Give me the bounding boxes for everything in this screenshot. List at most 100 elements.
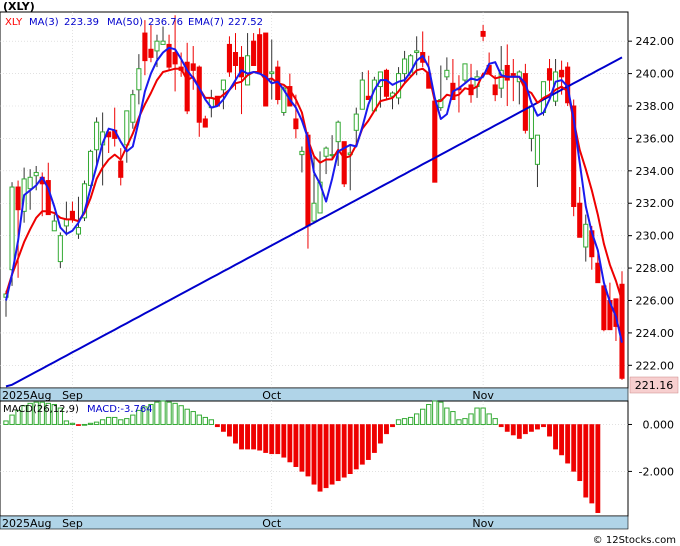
macd-bar bbox=[353, 424, 359, 470]
candle-body bbox=[69, 210, 75, 220]
date-label: Nov bbox=[472, 517, 494, 530]
macd-bar bbox=[413, 413, 420, 425]
macd-month-gridlines bbox=[72, 401, 484, 516]
macd-bar bbox=[227, 424, 232, 437]
macd-bar bbox=[305, 424, 311, 477]
price-panel: 242.00 240.00 238.00 236.00 234.00 232.00 230.… bbox=[0, 0, 679, 394]
candle bbox=[148, 24, 154, 63]
legend-ema7-label: EMA(7) bbox=[188, 17, 224, 28]
candle bbox=[480, 24, 486, 42]
macd-bar bbox=[299, 424, 305, 472]
candle-body bbox=[27, 176, 33, 190]
candle bbox=[130, 89, 136, 129]
macd-tick-label: 0.000 bbox=[643, 418, 675, 431]
candle bbox=[238, 46, 245, 115]
candle bbox=[504, 44, 510, 106]
macd-bar bbox=[571, 424, 577, 472]
candle bbox=[51, 214, 57, 232]
macd-bar bbox=[33, 401, 39, 425]
candle-body bbox=[142, 32, 148, 62]
price-x-axis: 2025Aug Sep Oct Nov bbox=[0, 387, 629, 402]
chart-title: (XLY) bbox=[3, 0, 35, 13]
candle-body bbox=[559, 69, 565, 78]
candle bbox=[492, 75, 498, 102]
legend-ma50-label: MA(50) bbox=[107, 17, 143, 28]
candle bbox=[190, 46, 196, 90]
macd-bar bbox=[401, 418, 408, 425]
candle bbox=[546, 59, 553, 92]
macd-bar bbox=[341, 424, 347, 478]
last-price-box bbox=[629, 376, 679, 394]
macd-bar bbox=[148, 404, 154, 425]
macd-bar bbox=[547, 424, 552, 437]
candle-body bbox=[148, 48, 154, 58]
candle bbox=[583, 214, 589, 262]
macd-bar bbox=[335, 424, 341, 482]
macd-bar bbox=[559, 424, 565, 456]
candle-body bbox=[136, 68, 142, 91]
candle-body bbox=[546, 68, 553, 81]
candle bbox=[462, 63, 468, 84]
candle bbox=[498, 46, 504, 98]
macd-bar bbox=[553, 424, 558, 450]
candle-body bbox=[196, 66, 202, 123]
macd-bar bbox=[486, 413, 492, 425]
macd-bar bbox=[93, 421, 100, 425]
candle-body bbox=[293, 118, 299, 130]
candle bbox=[353, 107, 359, 145]
candle-body bbox=[383, 69, 390, 97]
macd-bar bbox=[51, 404, 57, 425]
macd-bar bbox=[178, 405, 184, 425]
macd-bar bbox=[365, 424, 371, 460]
macd-bar bbox=[474, 407, 480, 425]
candle bbox=[160, 26, 166, 45]
candle bbox=[619, 271, 625, 380]
macd-histogram bbox=[3, 400, 601, 513]
date-label: Sep bbox=[62, 517, 83, 530]
watermark: © 12Stocks.com bbox=[593, 535, 676, 546]
candle-body bbox=[130, 94, 136, 123]
candle bbox=[136, 54, 142, 105]
candle-body bbox=[323, 147, 329, 157]
date-label: Nov bbox=[472, 389, 494, 402]
legend-ma50-value: 236.76 bbox=[148, 17, 183, 28]
macd-bar bbox=[480, 407, 486, 425]
candle-body bbox=[160, 40, 166, 45]
macd-bar bbox=[516, 424, 522, 439]
macd-bar bbox=[220, 424, 226, 432]
candle-body bbox=[118, 160, 124, 178]
macd-bar bbox=[287, 424, 293, 463]
macd-bar bbox=[172, 402, 178, 425]
macd-bar bbox=[565, 424, 571, 464]
macd-bar bbox=[359, 424, 365, 465]
candle bbox=[263, 32, 269, 107]
macd-date-strip bbox=[0, 515, 629, 530]
price-date-strip bbox=[0, 387, 629, 402]
macd-bar bbox=[384, 424, 389, 435]
candle-body bbox=[480, 30, 486, 37]
macd-bar bbox=[257, 424, 263, 451]
candle-body bbox=[57, 235, 63, 263]
candle bbox=[522, 63, 528, 134]
macd-bar bbox=[492, 418, 498, 425]
candle-body bbox=[9, 186, 15, 271]
candle bbox=[166, 34, 172, 71]
candle-body bbox=[311, 202, 317, 222]
candle-body bbox=[257, 34, 263, 75]
price-tick-label: 226.00 bbox=[636, 294, 675, 307]
macd-bar bbox=[21, 405, 27, 425]
date-label: 2025Aug bbox=[2, 517, 51, 530]
candle bbox=[293, 94, 299, 139]
macd-bar bbox=[450, 411, 456, 425]
price-tick-label: 242.00 bbox=[636, 35, 675, 48]
macd-bar bbox=[239, 424, 244, 450]
candle-body bbox=[402, 58, 408, 75]
candle bbox=[432, 100, 438, 183]
macd-bar bbox=[87, 422, 94, 425]
macd-bar bbox=[130, 414, 136, 425]
macd-bar bbox=[208, 419, 215, 425]
macd-bar bbox=[81, 423, 88, 426]
macd-bar bbox=[528, 424, 534, 432]
date-label: Oct bbox=[262, 517, 282, 530]
